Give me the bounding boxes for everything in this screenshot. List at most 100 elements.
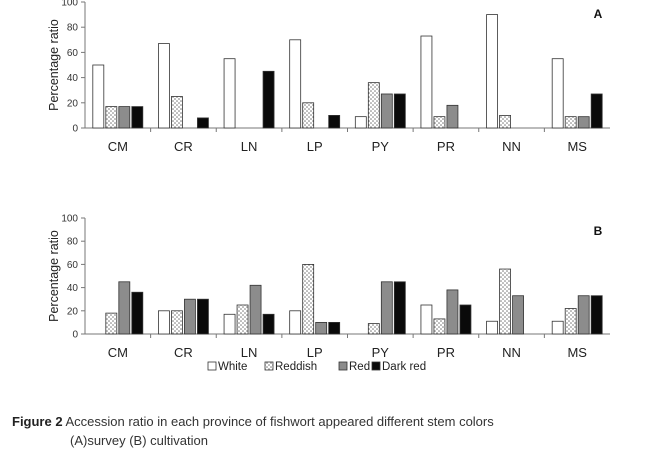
x-tick-label: PY bbox=[372, 345, 390, 360]
x-tick-label: CM bbox=[108, 345, 128, 360]
bar-red-cm bbox=[118, 106, 131, 129]
figure-caption: Figure 2 Accession ratio in each provinc… bbox=[12, 412, 642, 450]
caption-label: Figure 2 bbox=[12, 414, 63, 429]
y-tick-label: 60 bbox=[67, 48, 79, 59]
bar-reddish-ms bbox=[564, 308, 577, 335]
y-tick-label: 80 bbox=[67, 23, 79, 34]
bar-reddish-cm bbox=[105, 106, 118, 129]
bar-reddish-lp bbox=[302, 263, 315, 335]
y-tick-label: 20 bbox=[67, 306, 79, 317]
bar-white-pr bbox=[420, 35, 433, 129]
bar-dark-red-cr bbox=[197, 298, 209, 335]
bar-white-ln bbox=[223, 58, 236, 129]
bar-red-nn bbox=[512, 295, 524, 335]
bar-dark-red-cr bbox=[197, 117, 209, 129]
y-tick-label: 40 bbox=[67, 283, 79, 294]
y-tick-label: 60 bbox=[67, 260, 79, 271]
legend-swatch-dark-red bbox=[371, 361, 381, 371]
bar-white-py bbox=[354, 116, 367, 129]
bar-red-ln bbox=[249, 284, 262, 335]
x-tick-label: MS bbox=[567, 139, 587, 154]
y-tick-label: 0 bbox=[72, 330, 78, 341]
bar-reddish-cr bbox=[171, 96, 183, 129]
x-tick-label: PR bbox=[437, 345, 455, 360]
legend-label-white: White bbox=[218, 361, 247, 373]
bar-white-nn bbox=[486, 14, 498, 129]
bar-red-lp bbox=[315, 321, 328, 335]
bar-dark-red-lp bbox=[328, 115, 341, 129]
x-tick-label: PY bbox=[372, 139, 390, 154]
bar-white-cm bbox=[92, 64, 105, 129]
legend: White Reddish Red Dark red bbox=[207, 361, 426, 373]
x-tick-label: CR bbox=[174, 139, 193, 154]
x-tick-label: MS bbox=[567, 345, 587, 360]
x-tick-label: LN bbox=[241, 139, 258, 154]
bar-reddish-cr bbox=[171, 310, 183, 335]
bar-reddish-ln bbox=[236, 304, 249, 335]
x-tick-label: PR bbox=[437, 139, 455, 154]
bar-white-nn bbox=[486, 320, 498, 335]
bar-reddish-pr bbox=[433, 318, 446, 335]
legend-label-red: Red bbox=[349, 361, 370, 373]
x-tick-label: CM bbox=[108, 139, 128, 154]
bar-dark-red-cm bbox=[131, 106, 144, 129]
panel-letter: A bbox=[594, 7, 603, 21]
x-tick-label: NN bbox=[502, 139, 521, 154]
bar-white-lp bbox=[289, 310, 302, 335]
bar-reddish-py bbox=[367, 323, 380, 335]
legend-swatch-reddish bbox=[264, 361, 274, 371]
bar-white-ln bbox=[223, 313, 236, 335]
bar-white-lp bbox=[289, 39, 302, 129]
x-tick-label: NN bbox=[502, 345, 521, 360]
bar-dark-red-cm bbox=[131, 291, 144, 335]
x-tick-label: CR bbox=[174, 345, 193, 360]
bar-reddish-nn bbox=[499, 268, 511, 335]
bar-red-cr bbox=[184, 298, 196, 335]
bar-reddish-cm bbox=[105, 312, 118, 335]
bar-reddish-ms bbox=[564, 116, 577, 129]
bar-dark-red-ms bbox=[590, 93, 603, 129]
bar-dark-red-pr bbox=[459, 304, 472, 335]
bar-dark-red-lp bbox=[328, 321, 341, 335]
y-tick-label: 100 bbox=[61, 0, 78, 9]
bar-reddish-pr bbox=[433, 116, 446, 129]
x-tick-label: LN bbox=[241, 345, 258, 360]
y-tick-label: 40 bbox=[67, 73, 79, 84]
bar-white-cr bbox=[158, 43, 170, 129]
bar-white-cr bbox=[158, 310, 170, 335]
caption-text: Accession ratio in each province of fish… bbox=[65, 414, 494, 429]
panel-a-chart: 0 20 40 60 80 100 Percentage ratio A CM CR LN LP PY P… bbox=[47, 0, 610, 154]
bar-dark-red-py bbox=[393, 93, 406, 129]
bar-reddish-py bbox=[367, 82, 380, 129]
y-tick-label: 20 bbox=[67, 98, 79, 109]
bar-reddish-nn bbox=[499, 115, 511, 129]
bar-red-py bbox=[380, 281, 393, 335]
y-tick-label: 0 bbox=[72, 124, 78, 135]
y-tick-label: 80 bbox=[67, 237, 79, 248]
y-axis-label: Percentage ratio bbox=[47, 19, 61, 111]
panel-letter: B bbox=[594, 224, 603, 238]
bar-white-pr bbox=[420, 304, 433, 335]
bar-red-py bbox=[380, 93, 393, 129]
bar-reddish-lp bbox=[302, 102, 315, 129]
bar-dark-red-ms bbox=[590, 295, 603, 335]
legend-swatch-white bbox=[207, 361, 217, 371]
bar-dark-red-ln bbox=[262, 70, 275, 129]
x-tick-label: LP bbox=[307, 139, 323, 154]
y-tick-label: 100 bbox=[61, 214, 78, 225]
legend-label-dark-red: Dark red bbox=[382, 361, 426, 373]
bar-red-pr bbox=[446, 289, 459, 335]
caption-subtext: (A)survey (B) cultivation bbox=[70, 433, 208, 448]
bar-dark-red-py bbox=[393, 281, 406, 335]
bar-red-ms bbox=[577, 116, 590, 129]
x-tick-label: LP bbox=[307, 345, 323, 360]
bar-white-ms bbox=[551, 58, 564, 129]
y-axis-label: Percentage ratio bbox=[47, 230, 61, 322]
legend-swatch-red bbox=[338, 361, 348, 371]
bar-red-cm bbox=[118, 281, 131, 335]
legend-label-reddish: Reddish bbox=[275, 361, 317, 373]
bar-red-ms bbox=[577, 295, 590, 335]
bar-red-pr bbox=[446, 104, 459, 129]
